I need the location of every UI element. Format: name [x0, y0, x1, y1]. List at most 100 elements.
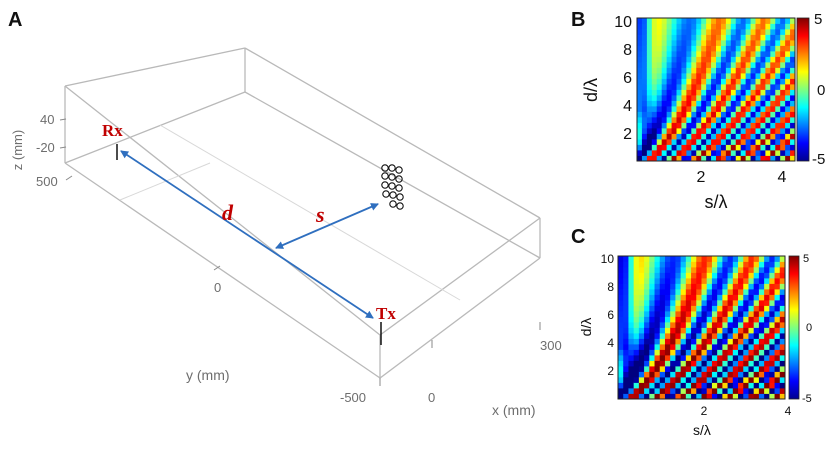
heatmap-cell	[691, 360, 697, 367]
heatmap-cell	[743, 316, 749, 323]
heatmap-cell	[691, 289, 697, 295]
heatmap-cell	[637, 23, 643, 30]
heatmap-cell	[765, 18, 771, 24]
heatmap-cell	[706, 34, 712, 41]
heatmap-cell	[722, 349, 728, 356]
heatmap-cell	[790, 34, 796, 41]
heatmap-cell	[675, 371, 682, 378]
heatmap-cell	[711, 305, 718, 312]
c-xtick-2: 2	[701, 404, 708, 418]
heatmap-cell	[745, 45, 751, 52]
heatmap-cell	[755, 117, 761, 123]
heatmap-cell	[691, 106, 697, 112]
heatmap-cell	[727, 377, 734, 383]
heatmap-cell	[701, 333, 708, 339]
heatmap-cell	[637, 78, 643, 85]
heatmap-cell	[680, 371, 687, 378]
heatmap-cell	[730, 117, 737, 123]
s-distance-arrow	[275, 203, 379, 249]
heatmap-cell	[780, 111, 786, 118]
heatmap-cell	[696, 34, 702, 41]
heatmap-cell	[711, 23, 717, 30]
heatmap-cell	[711, 95, 717, 101]
heatmap-cell	[760, 106, 766, 112]
heatmap-cell	[656, 106, 663, 112]
heatmap-cell	[750, 122, 756, 129]
heatmap-cell	[623, 289, 629, 295]
heatmap-cell	[750, 128, 756, 134]
heatmap-cell	[691, 393, 697, 400]
heatmap-cell	[664, 305, 671, 312]
heatmap-cell	[770, 34, 776, 41]
heatmap-cell	[774, 300, 781, 306]
heatmap-cell	[753, 300, 760, 306]
heatmap-cell	[675, 327, 682, 334]
heatmap-cell	[790, 56, 796, 63]
heatmap-cell	[680, 360, 687, 367]
heatmap-cell	[637, 18, 643, 24]
heatmap-cell	[691, 23, 697, 30]
heatmap-cell	[637, 128, 643, 134]
heatmap-cell	[740, 150, 747, 156]
heatmap-cell	[670, 300, 676, 306]
heatmap-cell	[685, 388, 692, 394]
heatmap-cell	[618, 393, 624, 400]
heatmap-cell	[720, 29, 727, 35]
heatmap-cell	[671, 23, 677, 30]
d-distance-arrow	[120, 150, 374, 319]
heatmap-cell	[725, 67, 732, 74]
heatmap-cell	[732, 344, 739, 350]
heatmap-cell	[691, 51, 697, 57]
heatmap-cell	[725, 84, 732, 90]
heatmap-cell	[680, 322, 687, 328]
heatmap-cell	[717, 327, 723, 334]
heatmap-cell	[760, 139, 766, 145]
heatmap-cell	[696, 388, 702, 394]
heatmap-cell	[727, 360, 734, 367]
heatmap-cell	[649, 289, 655, 295]
heatmap-cell	[691, 327, 697, 334]
heatmap-cell	[765, 73, 771, 79]
heatmap-cell	[760, 18, 766, 24]
heatmap-cell	[675, 338, 682, 345]
heatmap-cell	[748, 349, 755, 356]
heatmap-cell	[779, 366, 786, 372]
heatmap-cell	[758, 316, 765, 323]
x-tick-0: 0	[428, 390, 435, 405]
heatmap-cell	[680, 355, 687, 361]
heatmap-cell	[691, 45, 697, 52]
tx-label: Tx	[376, 304, 396, 323]
heatmap-cell	[686, 100, 692, 107]
heatmap-cell	[637, 89, 643, 96]
heatmap-cell	[732, 322, 739, 328]
heatmap-cell	[654, 366, 661, 372]
heatmap-cell	[664, 349, 671, 356]
heatmap-cell	[760, 117, 766, 123]
heatmap-cell	[755, 51, 761, 57]
heatmap-cell	[725, 111, 732, 118]
heatmap-cell	[656, 84, 663, 90]
heatmap-cell	[649, 283, 655, 290]
heatmap-cell	[659, 289, 666, 295]
heatmap-cell	[696, 45, 702, 52]
heatmap-cell	[646, 56, 653, 63]
heatmap-cell	[661, 133, 668, 140]
heatmap-cell	[706, 45, 712, 52]
heatmap-cell	[730, 51, 737, 57]
heatmap-cell	[701, 56, 707, 63]
c-ytick-10: 10	[601, 252, 615, 266]
heatmap-cell	[641, 128, 648, 134]
heatmap-cell	[743, 327, 749, 334]
heatmap-cell	[618, 300, 624, 306]
heatmap-cell	[711, 261, 718, 268]
b-ytick-10: 10	[614, 14, 632, 31]
heatmap-cell	[651, 133, 658, 140]
heatmap-cell	[760, 29, 766, 35]
heatmap-cell	[696, 73, 702, 79]
heatmap-cell	[711, 67, 717, 74]
heatmap-cell	[716, 89, 722, 96]
heatmap-cell	[740, 95, 747, 101]
heatmap-cell	[706, 267, 713, 273]
heatmap-cell	[637, 67, 643, 74]
heatmap-cell	[644, 322, 650, 328]
